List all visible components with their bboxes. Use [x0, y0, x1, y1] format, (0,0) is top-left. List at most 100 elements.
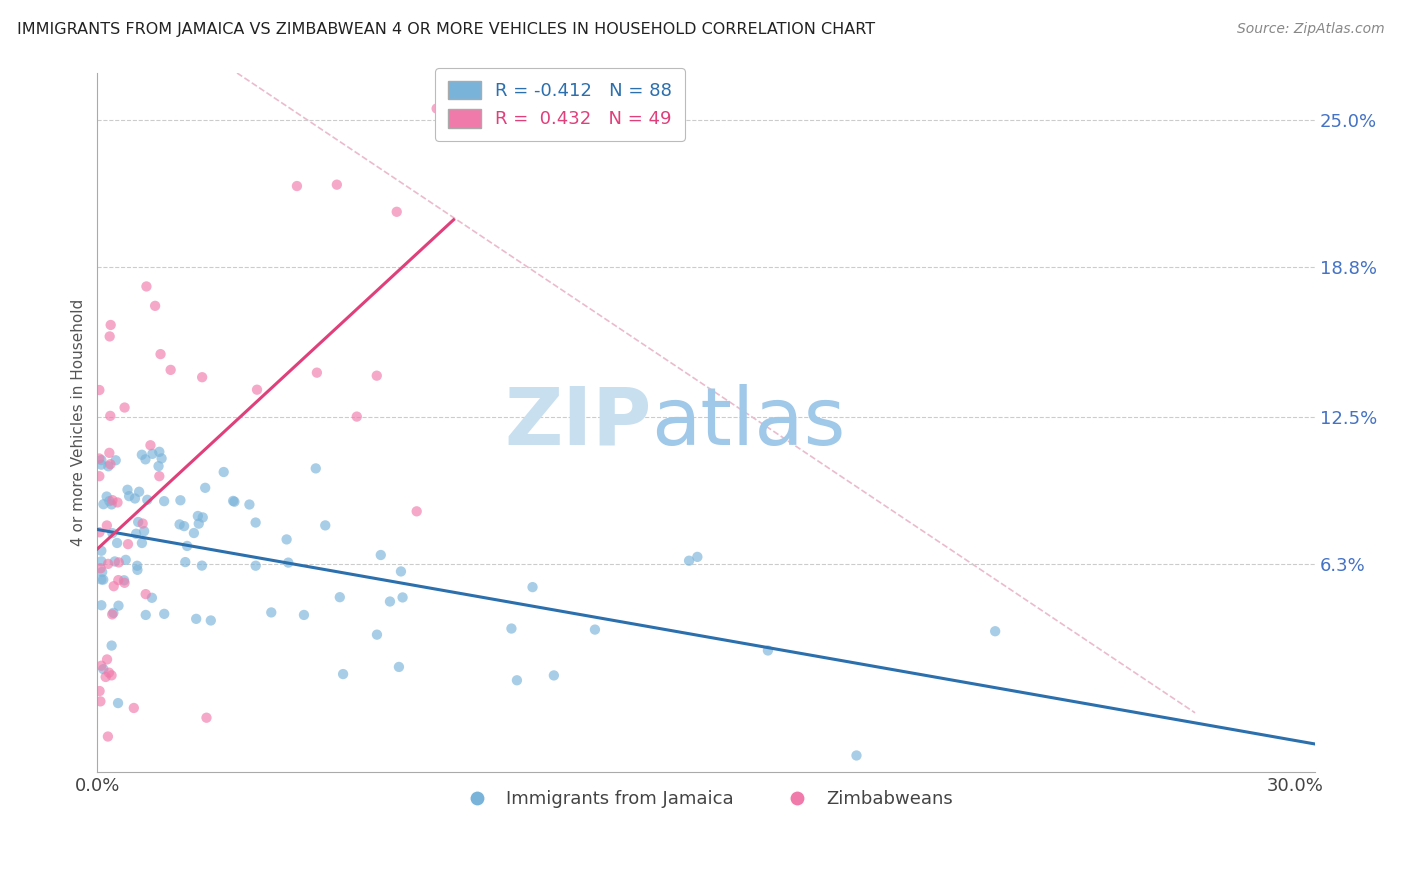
Point	[183, 526, 205, 541]
Point	[326, 178, 349, 192]
Point	[90, 599, 112, 613]
Point	[246, 383, 269, 397]
Point	[194, 481, 217, 495]
Point	[277, 556, 299, 570]
Point	[159, 363, 181, 377]
Point	[104, 453, 127, 467]
Point	[134, 452, 156, 467]
Point	[845, 748, 868, 763]
Point	[103, 606, 125, 620]
Point	[187, 516, 209, 531]
Point	[90, 573, 112, 587]
Point	[90, 554, 112, 568]
Point	[118, 489, 141, 503]
Point	[131, 448, 153, 462]
Point	[89, 684, 111, 698]
Point	[389, 565, 412, 579]
Point	[332, 667, 354, 681]
Point	[153, 607, 176, 621]
Point	[245, 558, 267, 573]
Point	[195, 711, 218, 725]
Point	[114, 401, 136, 415]
Point	[276, 533, 298, 547]
Point	[90, 458, 112, 472]
Point	[141, 591, 163, 605]
Point	[125, 526, 148, 541]
Point	[139, 438, 162, 452]
Legend: Immigrants from Jamaica, Zimbabweans: Immigrants from Jamaica, Zimbabweans	[453, 783, 960, 815]
Point	[107, 573, 129, 587]
Point	[141, 447, 163, 461]
Point	[101, 607, 124, 622]
Point	[583, 623, 606, 637]
Point	[200, 614, 222, 628]
Point	[149, 347, 172, 361]
Point	[100, 639, 122, 653]
Point	[191, 510, 214, 524]
Point	[212, 465, 235, 479]
Point	[98, 409, 121, 423]
Point	[127, 563, 149, 577]
Point	[96, 652, 118, 666]
Point	[292, 607, 315, 622]
Point	[94, 670, 117, 684]
Point	[238, 498, 260, 512]
Point	[543, 668, 565, 682]
Point	[984, 624, 1007, 639]
Point	[426, 102, 449, 116]
Point	[89, 469, 111, 483]
Point	[186, 612, 208, 626]
Point	[107, 495, 129, 509]
Point	[148, 469, 170, 483]
Point	[224, 494, 246, 508]
Point	[89, 383, 111, 397]
Text: atlas: atlas	[651, 384, 845, 461]
Point	[97, 730, 120, 744]
Point	[191, 558, 214, 573]
Point	[370, 548, 392, 562]
Point	[91, 573, 114, 587]
Point	[97, 665, 120, 680]
Point	[100, 318, 122, 332]
Point	[89, 694, 111, 708]
Point	[131, 536, 153, 550]
Point	[127, 515, 149, 529]
Point	[122, 701, 145, 715]
Y-axis label: 4 or more Vehicles in Household: 4 or more Vehicles in Household	[72, 299, 86, 546]
Point	[378, 594, 401, 608]
Point	[391, 591, 413, 605]
Point	[107, 599, 129, 613]
Point	[174, 555, 197, 569]
Point	[117, 537, 139, 551]
Point	[245, 516, 267, 530]
Point	[366, 368, 388, 383]
Point	[131, 516, 153, 531]
Point	[90, 543, 112, 558]
Point	[173, 519, 195, 533]
Point	[96, 490, 118, 504]
Point	[97, 557, 120, 571]
Point	[501, 622, 523, 636]
Point	[756, 643, 779, 657]
Point	[105, 536, 128, 550]
Point	[98, 446, 121, 460]
Point	[101, 526, 124, 541]
Point	[187, 508, 209, 523]
Point	[90, 561, 112, 575]
Point	[169, 517, 191, 532]
Point	[169, 493, 191, 508]
Point	[114, 575, 136, 590]
Text: Source: ZipAtlas.com: Source: ZipAtlas.com	[1237, 22, 1385, 37]
Point	[100, 457, 122, 471]
Point	[100, 668, 122, 682]
Point	[112, 574, 135, 588]
Point	[97, 459, 120, 474]
Point	[191, 370, 214, 384]
Point	[114, 553, 136, 567]
Point	[104, 554, 127, 568]
Point	[96, 518, 118, 533]
Point	[90, 453, 112, 467]
Point	[89, 451, 111, 466]
Point	[90, 658, 112, 673]
Point	[101, 493, 124, 508]
